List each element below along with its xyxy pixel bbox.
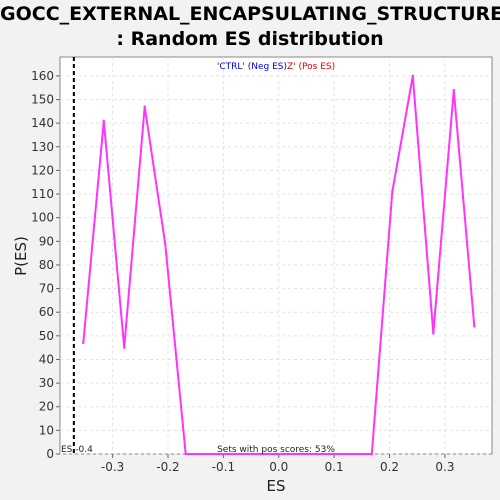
y-tick-label: 30 [39, 376, 54, 390]
data-point [143, 105, 146, 108]
legend-neg-label: 'CTRL' (Neg ES) [217, 62, 287, 72]
y-tick-label: 80 [39, 258, 54, 272]
data-point [102, 119, 105, 123]
x-tick-label: -0.3 [101, 460, 124, 474]
y-tick-label: 90 [39, 234, 54, 248]
grid-lines [60, 57, 492, 455]
data-point [411, 74, 414, 78]
y-tick-label: 140 [31, 116, 54, 130]
data-point [452, 88, 455, 92]
series-layer [82, 74, 476, 456]
y-tick-label: 10 [39, 423, 54, 437]
data-point [123, 346, 126, 349]
data-point [432, 332, 435, 335]
y-tick-label: 110 [31, 187, 54, 201]
x-tick-label: -0.2 [156, 460, 179, 474]
y-tick-label: 60 [39, 305, 54, 319]
y-tick-label: 150 [31, 93, 54, 107]
data-point [82, 341, 85, 345]
y-axis-label: P(ES) [12, 236, 30, 276]
x-tick-label: 0.3 [435, 460, 454, 474]
pos-scores-annotation: Sets with pos scores: 53% [217, 445, 335, 455]
axis-ticks: 0 10 20 30 40 50 60 70 80 90 100 110 120 130 140 150 160… [31, 69, 454, 474]
chart-title: GOCC_EXTERNAL_ENCAPSULATING_STRUCTURE : … [0, 2, 500, 52]
legend: 'CTRL' (Neg ES)Z' (Pos ES) [217, 62, 335, 72]
legend-pos-label: Z' (Pos ES) [287, 62, 335, 72]
chart-title-line-2: : Random ES distribution [116, 28, 384, 50]
es-marker-label: ES -0.4 [61, 445, 93, 455]
x-axis-label: ES [267, 477, 286, 495]
x-tick-label: 0.2 [380, 460, 399, 474]
data-point [164, 242, 167, 245]
y-tick-label: 70 [39, 282, 54, 296]
x-tick-label: 0.0 [269, 460, 288, 474]
data-point [391, 190, 394, 193]
y-tick-label: 40 [39, 352, 54, 366]
x-tick-label: -0.1 [212, 460, 235, 474]
data-point [473, 325, 476, 328]
distribution-line [82, 74, 476, 455]
y-tick-label: 50 [39, 329, 54, 343]
data-point [370, 452, 374, 456]
x-tick-label: 0.1 [325, 460, 344, 474]
y-tick-label: 100 [31, 211, 54, 225]
y-tick-label: 120 [31, 163, 54, 177]
data-point [184, 452, 187, 456]
y-tick-label: 160 [31, 69, 54, 83]
y-tick-label: 130 [31, 140, 54, 154]
chart-title-line-1: GOCC_EXTERNAL_ENCAPSULATING_STRUCTURE [0, 3, 500, 25]
y-tick-label: 20 [39, 400, 54, 414]
y-tick-label: 0 [46, 447, 54, 461]
